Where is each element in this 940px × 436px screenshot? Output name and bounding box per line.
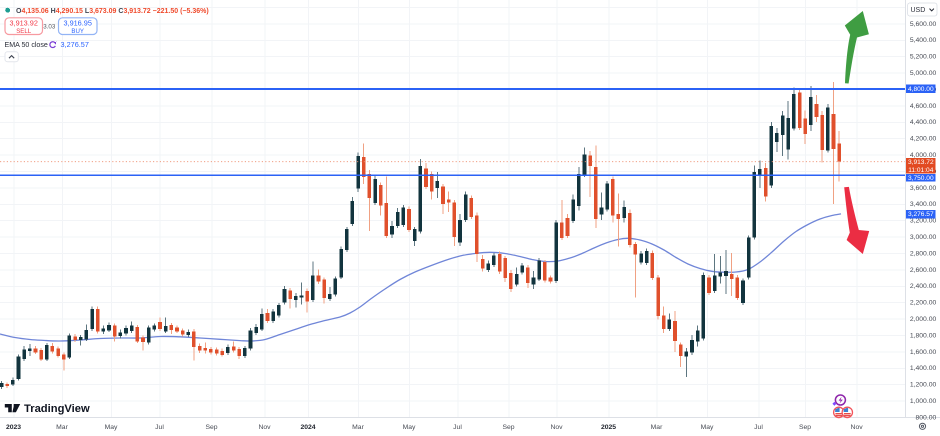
- svg-text:3,913.92: 3,913.92: [9, 19, 37, 28]
- svg-text:May: May: [701, 424, 714, 431]
- svg-text:3,276.57: 3,276.57: [61, 40, 89, 49]
- svg-text:3,916.95: 3,916.95: [63, 19, 91, 28]
- svg-text:O4,135.06 H4,290.15 L3,673.09: O4,135.06 H4,290.15 L3,673.09 C3,913.72 …: [16, 8, 209, 15]
- svg-text:4,200.00: 4,200.00: [910, 136, 937, 143]
- svg-text:Sep: Sep: [205, 424, 217, 431]
- svg-text:4,600.00: 4,600.00: [910, 103, 937, 110]
- svg-text:Mar: Mar: [352, 424, 364, 431]
- svg-text:3,600.00: 3,600.00: [910, 185, 937, 192]
- svg-text:BUY: BUY: [71, 28, 84, 35]
- svg-text:2,800.00: 2,800.00: [910, 250, 937, 257]
- svg-text:Jul: Jul: [754, 424, 763, 431]
- svg-text:1,600.00: 1,600.00: [910, 349, 937, 356]
- svg-text:11:01:04: 11:01:04: [908, 167, 934, 174]
- svg-text:Nov: Nov: [258, 424, 271, 431]
- svg-text:2023: 2023: [6, 424, 21, 431]
- svg-text:2024: 2024: [300, 424, 315, 431]
- svg-text:3,276.57: 3,276.57: [908, 211, 934, 218]
- svg-text:3,200.00: 3,200.00: [910, 218, 937, 225]
- svg-text:800.00: 800.00: [916, 414, 937, 421]
- svg-text:3,913.72: 3,913.72: [908, 159, 934, 166]
- svg-text:EMA 50 close: EMA 50 close: [5, 41, 48, 49]
- svg-text:Jul: Jul: [155, 424, 164, 431]
- svg-text:2025: 2025: [601, 424, 616, 431]
- svg-text:4,400.00: 4,400.00: [910, 119, 937, 126]
- svg-text:May: May: [105, 424, 118, 431]
- svg-text:May: May: [403, 424, 416, 431]
- svg-text:Mar: Mar: [651, 424, 663, 431]
- svg-text:5,200.00: 5,200.00: [910, 54, 937, 61]
- svg-text:Sep: Sep: [502, 424, 514, 431]
- svg-text:4,800.00: 4,800.00: [908, 86, 934, 93]
- svg-text:1,000.00: 1,000.00: [910, 398, 937, 405]
- svg-text:SELL: SELL: [16, 28, 32, 35]
- svg-text:Jul: Jul: [453, 424, 462, 431]
- svg-text:3,000.00: 3,000.00: [910, 234, 937, 241]
- svg-text:3,400.00: 3,400.00: [910, 201, 937, 208]
- svg-text:4,000.00: 4,000.00: [910, 152, 937, 159]
- svg-text:2,200.00: 2,200.00: [910, 300, 937, 307]
- svg-text:5,600.00: 5,600.00: [910, 21, 937, 28]
- svg-text:2,000.00: 2,000.00: [910, 316, 937, 323]
- svg-text:2,600.00: 2,600.00: [910, 267, 937, 274]
- svg-text:1,200.00: 1,200.00: [910, 382, 937, 389]
- svg-text:3.03: 3.03: [43, 24, 56, 31]
- svg-text:2,400.00: 2,400.00: [910, 283, 937, 290]
- svg-text:1,400.00: 1,400.00: [910, 365, 937, 372]
- svg-text:1,800.00: 1,800.00: [910, 332, 937, 339]
- svg-text:Mar: Mar: [56, 424, 68, 431]
- svg-text:3,750.00: 3,750.00: [908, 175, 934, 182]
- svg-text:Nov: Nov: [851, 424, 864, 431]
- svg-text:Nov: Nov: [550, 424, 563, 431]
- svg-text:5,000.00: 5,000.00: [910, 70, 937, 77]
- svg-text:TradingView: TradingView: [24, 403, 90, 415]
- svg-text:5,400.00: 5,400.00: [910, 37, 937, 44]
- svg-text:USD: USD: [911, 7, 926, 14]
- svg-text:Sep: Sep: [799, 424, 811, 431]
